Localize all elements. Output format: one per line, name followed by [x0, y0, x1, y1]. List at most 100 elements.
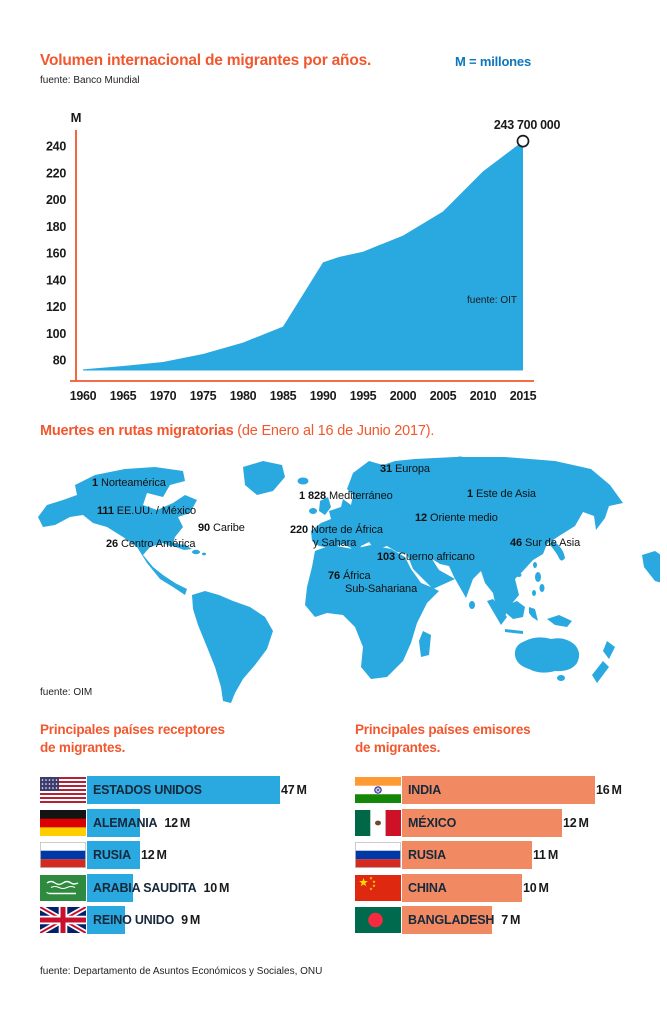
migrant-count-bar	[87, 874, 133, 902]
y-axis-tick-label: 240	[46, 140, 66, 154]
region-name: Sur de Asia	[522, 537, 581, 549]
map-sri-lanka	[469, 601, 475, 609]
map-region-label: 111 EE.UU. / México	[97, 505, 196, 518]
deaths-title-rest: (de Enero al 16 de Junio 2017).	[233, 423, 435, 439]
value-unit: M	[156, 848, 167, 862]
region-death-count: 1	[467, 488, 474, 500]
region-name: Europa	[392, 463, 430, 475]
migrant-count-bar	[402, 776, 595, 804]
region-death-count: 220	[290, 524, 309, 536]
migrant-count-bar	[402, 809, 562, 837]
map-new-zealand-north	[603, 641, 615, 659]
receptors-title-line1: Principales países receptores	[40, 722, 225, 737]
map-madagascar	[419, 631, 431, 657]
value-label: 16 M	[596, 783, 622, 797]
map-south-america	[192, 591, 273, 703]
map-puerto-rico	[202, 552, 206, 556]
value-unit: M	[611, 783, 622, 797]
country-row-mx: MÉXICO 12 M	[355, 809, 667, 837]
migrant-count-bar	[87, 841, 140, 869]
value-number: 16	[596, 783, 610, 797]
migrant-count-bar	[402, 906, 492, 934]
region-death-count: 90	[198, 522, 211, 534]
map-australia	[514, 637, 580, 673]
flag-ru-icon	[355, 842, 401, 868]
world-map	[35, 452, 667, 707]
map-region-label: 1 Norteamérica	[92, 477, 166, 490]
value-number: 10	[523, 881, 537, 895]
region-name: EE.UU. / México	[113, 505, 196, 517]
x-axis-tick-label: 2005	[430, 389, 457, 403]
y-axis-tick-label: 220	[46, 166, 66, 180]
map-japan	[549, 541, 565, 561]
country-row-ru: RUSIA 11 M	[355, 841, 667, 869]
country-row-us: ESTADOS UNIDOS 47 M	[40, 776, 360, 804]
deaths-section-title: Muertes en rutas migratorias (de Enero a…	[40, 423, 434, 439]
chart-inner-source: fuente: OIT	[467, 295, 517, 306]
volume-section-title: Volumen internacional de migrantes por a…	[40, 52, 372, 69]
country-name: CHINA	[408, 881, 447, 895]
x-axis-tick-label: 1960	[70, 389, 97, 403]
country-bar-label: BANGLADESH 7 M	[408, 906, 520, 934]
region-death-count: 31	[380, 463, 393, 475]
map-arctic-island-2	[455, 456, 465, 462]
country-bar-label: RUSIA 12 M	[93, 841, 167, 869]
region-name-line2: y Sahara	[313, 537, 357, 549]
map-region-label: 26 Centro América	[106, 538, 196, 551]
flag-gb-icon	[40, 907, 86, 933]
world-map-graphic	[38, 456, 667, 703]
region-death-count: 103	[377, 551, 396, 563]
peak-value-label: 243 700 000	[494, 118, 561, 132]
migrant-count-bar	[402, 874, 522, 902]
deaths-title-bold: Muertes en rutas migratorias	[40, 423, 234, 439]
receptor-countries-chart: ESTADOS UNIDOS 47 M ALEMANIA 12 M RUSIA 12 M ARAB…	[40, 776, 360, 941]
map-north-america	[38, 467, 197, 595]
country-row-in: INDIA 16 M	[355, 776, 667, 804]
region-name: Mediterráneo	[326, 490, 393, 502]
y-axis-tick-label: 80	[53, 354, 67, 368]
x-axis-tick-label: 1975	[190, 389, 217, 403]
map-far-east-landmass	[642, 551, 667, 585]
value-unit: M	[179, 816, 191, 830]
region-death-count: 111	[97, 505, 114, 517]
migrant-count-bar	[87, 809, 140, 837]
map-iceland	[297, 477, 309, 485]
country-name: ALEMANIA	[93, 816, 158, 830]
map-sulawesi	[529, 607, 538, 621]
country-name: ARABIA SAUDITA	[93, 881, 197, 895]
value-number: 9	[181, 913, 188, 927]
map-philippines-1	[535, 572, 541, 582]
map-region-label: 103 Cuerno africano	[377, 551, 475, 564]
country-bar-label: ESTADOS UNIDOS 47 M	[93, 776, 307, 804]
emitters-title-line1: Principales países emisores	[355, 722, 531, 737]
map-united-kingdom	[319, 497, 331, 515]
emitters-title: Principales países emisores de migrantes.	[355, 721, 531, 757]
value-label: 12 M	[563, 816, 589, 830]
value-number: 11	[533, 848, 546, 862]
x-axis-tick-label: 1970	[150, 389, 177, 403]
country-name: MÉXICO	[408, 816, 457, 830]
region-name: Oriente medio	[427, 512, 498, 524]
receptors-title-line2: de migrantes.	[40, 740, 126, 755]
value-label: 10 M	[203, 881, 229, 895]
country-name: RUSIA	[93, 848, 131, 862]
region-death-count: 26	[106, 538, 119, 550]
country-row-gb: REINO UNIDO 9 M	[40, 906, 360, 934]
country-row-de: ALEMANIA 12 M	[40, 809, 360, 837]
value-label: 10 M	[523, 881, 549, 895]
flag-mx-icon	[355, 810, 401, 836]
migrant-count-bar	[87, 776, 280, 804]
map-region-label: 1 Este de Asia	[467, 488, 536, 501]
value-unit: M	[509, 913, 521, 927]
region-name-line2: Sub-Sahariana	[345, 583, 418, 595]
map-source: fuente: OIM	[40, 687, 93, 698]
value-unit: M	[189, 913, 201, 927]
value-number: 12	[164, 816, 178, 830]
map-cuba	[172, 543, 192, 550]
map-arctic-island-1	[429, 458, 441, 464]
region-name: Centro América	[118, 538, 196, 550]
map-sumatra	[487, 599, 507, 625]
flag-us-icon	[40, 777, 86, 803]
flag-bd-icon	[355, 907, 401, 933]
map-africa	[305, 545, 439, 679]
